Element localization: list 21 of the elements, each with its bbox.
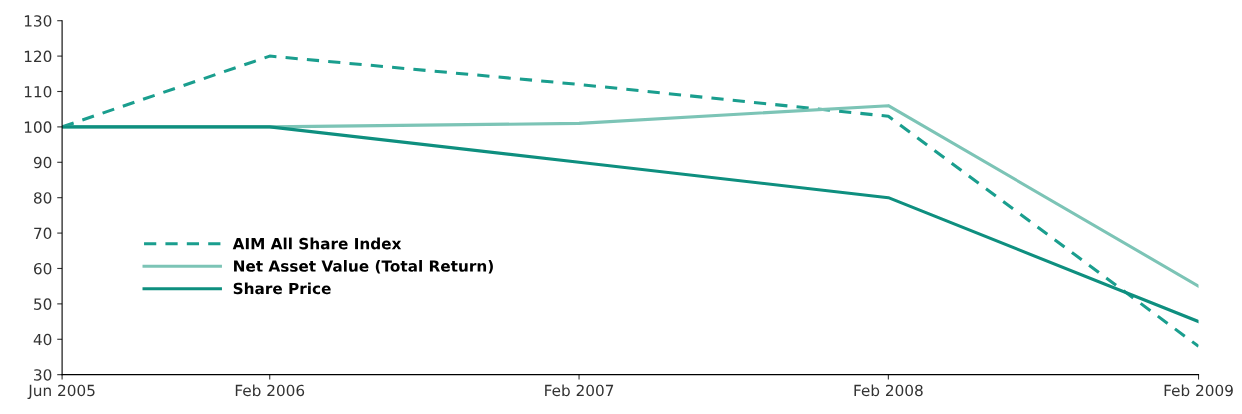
y-tick-label: 130 xyxy=(24,15,52,27)
legend-label: AIM All Share Index xyxy=(232,237,402,250)
y-tick-label: 50 xyxy=(34,298,52,310)
y-tick-label: 70 xyxy=(34,227,52,240)
legend-label: Net Asset Value (Total Return) xyxy=(234,259,493,274)
x-tick-label: Feb 2008 xyxy=(854,384,923,397)
y-tick-label: 60 xyxy=(34,262,52,275)
x-tick-label: Feb 2006 xyxy=(235,384,305,397)
y-tick-label: 30 xyxy=(34,369,52,381)
x-tick-label: Feb 2009 xyxy=(1164,384,1233,397)
y-tick-label: 100 xyxy=(24,121,52,133)
line-series xyxy=(62,125,1199,324)
y-tick-label: 120 xyxy=(24,50,52,63)
x-tick-label: Jun 2005 xyxy=(27,384,95,400)
y-tick-label: 80 xyxy=(33,192,52,204)
line-series xyxy=(62,54,1199,348)
y-tick-label: 40 xyxy=(33,333,52,346)
legend-label: Share Price xyxy=(233,282,331,295)
y-tick-label: 110 xyxy=(24,85,52,98)
y-tick-label: 90 xyxy=(33,156,52,169)
x-tick-label: Feb 2007 xyxy=(545,384,614,397)
